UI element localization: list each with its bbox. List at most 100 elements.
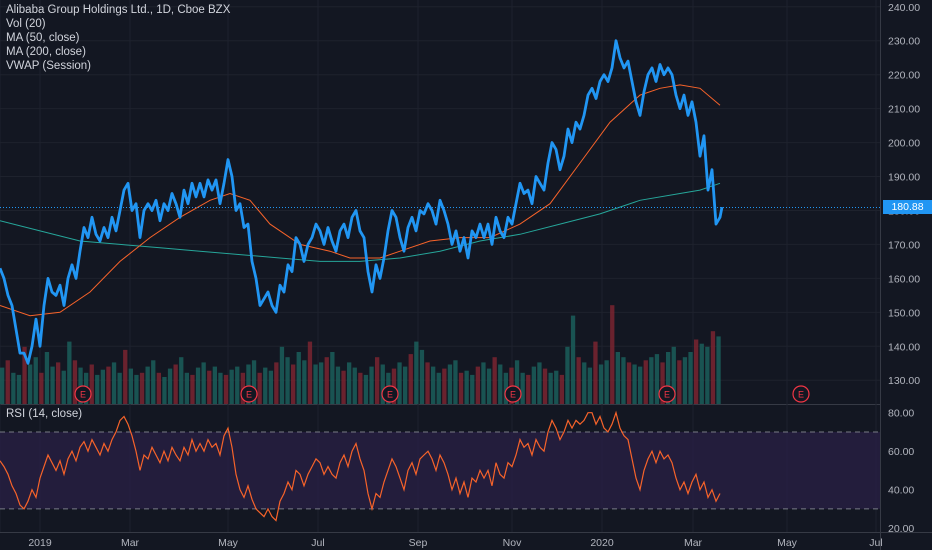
volume-bar (246, 364, 251, 404)
time-tick-label: Mar (684, 537, 703, 549)
volume-bar (335, 366, 341, 404)
time-tick-label: 2020 (590, 537, 614, 549)
time-tick-label: Jul (869, 537, 882, 549)
volume-bar (307, 341, 313, 404)
volume-bar (139, 372, 145, 404)
volume-bar (688, 352, 693, 404)
volume-bar (257, 372, 262, 404)
volume-bar (453, 360, 458, 404)
volume-bar (279, 346, 285, 404)
volume-bar (229, 369, 234, 404)
legend-vol[interactable]: Vol (20) (6, 18, 46, 30)
volume-bar (587, 367, 592, 404)
earnings-marker (381, 385, 399, 403)
time-tick-label: Jul (311, 537, 324, 549)
volume-bar (0, 367, 5, 404)
volume-bar (414, 341, 419, 404)
volume-bar (666, 352, 671, 404)
volume-bar (408, 354, 413, 404)
volume-bar (100, 369, 105, 404)
rsi-tick-label: 80.00 (888, 408, 914, 420)
volume-bar (632, 364, 637, 404)
volume-bar (162, 377, 167, 404)
volume-bar (486, 368, 492, 404)
volume-bar (542, 368, 548, 404)
volume-bar (498, 364, 503, 404)
price-tick-label: 200.00 (888, 138, 920, 150)
legend-vwap[interactable]: VWAP (Session) (6, 60, 91, 72)
volume-bar (22, 346, 27, 404)
rsi-line (0, 410, 721, 522)
price-tick-label: 240.00 (888, 2, 920, 14)
volume-bar (50, 366, 55, 404)
volume-bar (431, 366, 436, 404)
volume-bar (481, 362, 486, 404)
volume-bar (207, 370, 212, 404)
volume-bar (28, 364, 33, 404)
price-axis[interactable]: 240.00230.00220.00210.00200.00190.00180.… (888, 2, 920, 535)
volume-bar (716, 336, 721, 404)
price-tick-label: 220.00 (888, 70, 920, 82)
volume-bar (520, 372, 525, 404)
volume-bar (106, 366, 111, 404)
volume-bar (67, 341, 72, 404)
time-axis[interactable]: 2019 Mar May Jul Sep Nov 2020 Mar May Jul (28, 537, 882, 549)
earnings-marker-label: E (387, 390, 393, 400)
volume-bar (514, 360, 520, 404)
volume-bar (436, 372, 441, 404)
volume-bar (503, 372, 508, 404)
volume-bar (123, 349, 128, 404)
volume-bar (458, 372, 464, 404)
volume-bars (0, 305, 721, 404)
earnings-marker (658, 385, 676, 403)
legend-title[interactable]: Alibaba Group Holdings Ltd., 1D, Cboe BZ… (6, 4, 231, 16)
price-tick-label: 130.00 (888, 375, 920, 387)
time-tick-label: Mar (121, 537, 140, 549)
rsi-tick-label: 20.00 (888, 523, 914, 535)
volume-bar (184, 372, 189, 404)
time-tick-label: May (777, 537, 798, 549)
legend-ma200[interactable]: MA (200, close) (6, 46, 86, 58)
volume-bar (330, 352, 335, 404)
volume-bar (179, 357, 184, 404)
volume-bar (526, 374, 531, 404)
volume-bar (548, 372, 553, 404)
volume-bar (56, 362, 61, 404)
volume-bar (570, 315, 576, 404)
price-pane (0, 39, 880, 365)
volume-bar (598, 364, 604, 404)
time-tick-label: Sep (409, 537, 428, 549)
volume-bar (470, 374, 475, 404)
earnings-marker-label: E (246, 390, 252, 400)
volume-bar (694, 339, 699, 404)
volume-bar (223, 374, 229, 404)
volume-bar (699, 343, 704, 404)
volume-bar (268, 370, 273, 404)
volume-bar (190, 374, 195, 404)
volume-bar (626, 362, 632, 404)
volume-bar (128, 368, 133, 404)
earnings-marker (74, 385, 92, 403)
volume-bar (341, 370, 346, 404)
volume-bar (324, 357, 329, 404)
time-tick-label: Nov (503, 537, 522, 549)
volume-bar (475, 366, 480, 404)
earnings-marker (504, 385, 522, 403)
volume-bar (582, 362, 587, 404)
legend-ma50[interactable]: MA (50, close) (6, 32, 80, 44)
rsi-band (0, 431, 880, 509)
price-tick-label: 190.00 (888, 172, 920, 184)
rsi-legend[interactable]: RSI (14, close) (6, 408, 83, 420)
volume-bar (111, 362, 117, 404)
volume-bar (212, 366, 217, 404)
volume-bar (492, 357, 497, 404)
volume-bar (559, 374, 564, 404)
volume-bar (464, 370, 469, 404)
ma200-line (0, 182, 721, 262)
volume-bar (397, 362, 402, 404)
volume-bar (649, 357, 654, 404)
volume-bar (319, 362, 324, 404)
volume-bar (347, 362, 352, 404)
